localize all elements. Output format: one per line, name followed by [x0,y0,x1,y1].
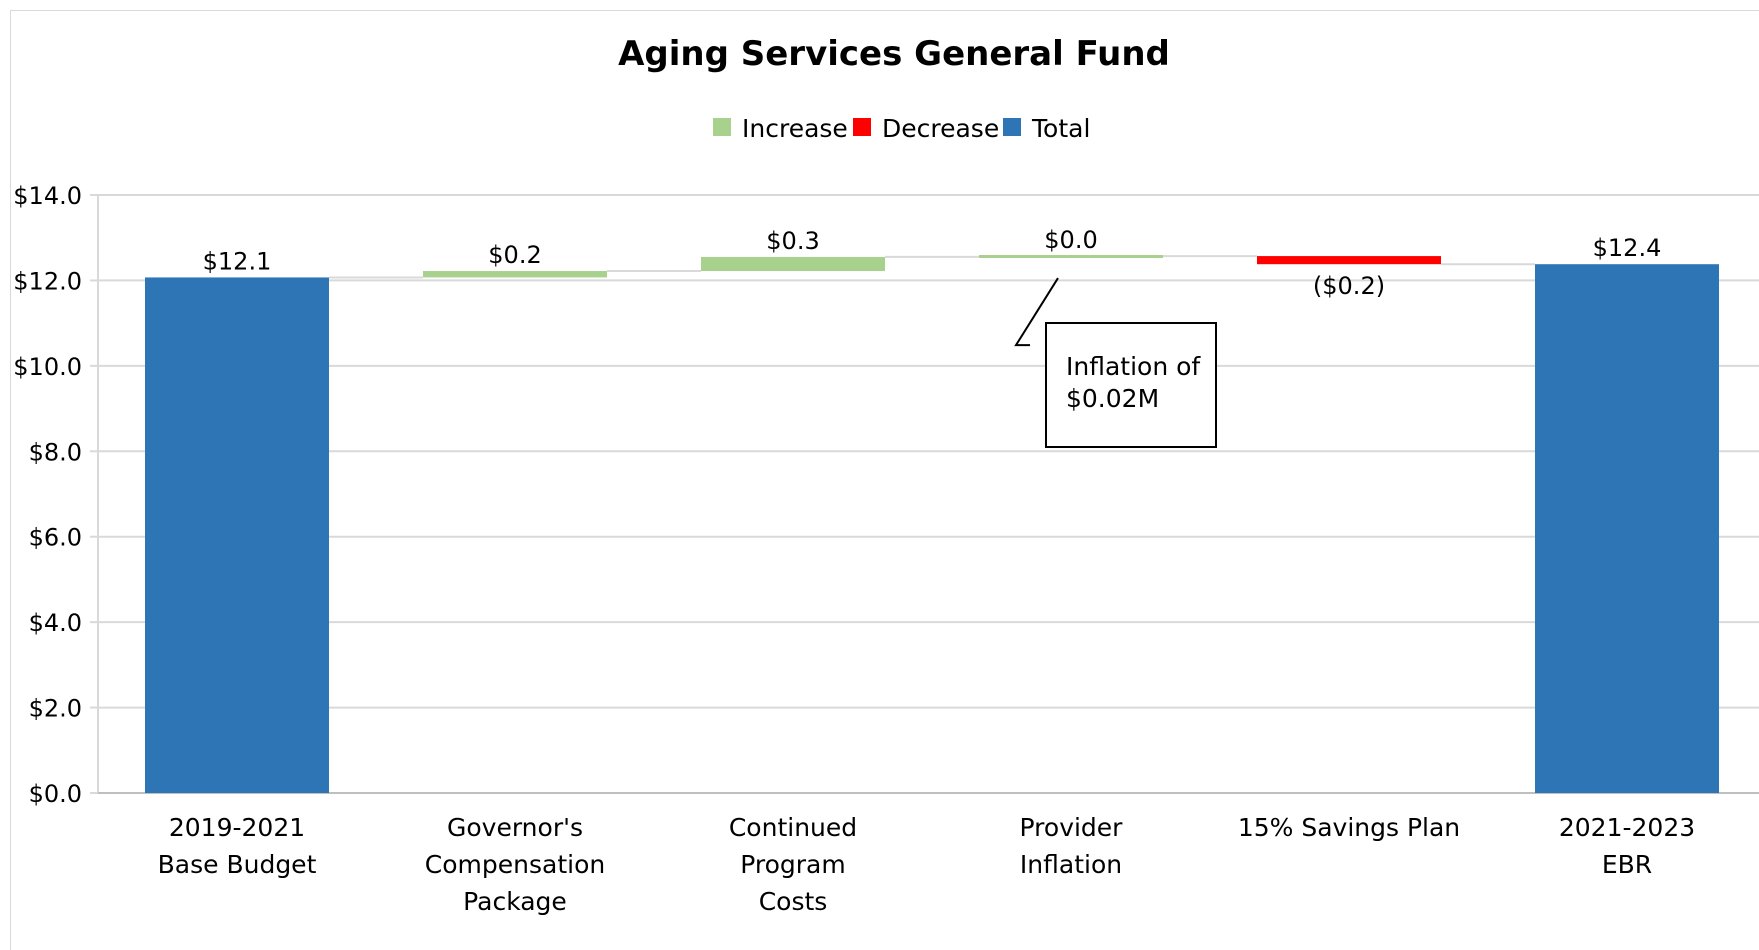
callout-text: Inflation of $0.02M [1066,352,1201,413]
legend-label-increase: Increase [742,114,848,143]
bar-increase [701,256,885,272]
legend-label-total: Total [1031,114,1090,143]
legend: Increase Decrease Total [713,114,1090,143]
category-label: Continued Program Costs [729,813,857,916]
category-label: Provider Inflation [1020,813,1124,879]
bar-decrease [1257,256,1441,265]
chart-title: Aging Services General Fund [618,34,1170,74]
callout-box [1045,322,1217,448]
data-label: $0.3 [766,227,819,255]
bars [145,255,1719,793]
data-labels: $12.1 $0.2 $0.3 $0.0 ($0.2) $12.4 [203,226,1662,300]
legend-label-decrease: Decrease [882,114,999,143]
y-tick-label: $10.0 [13,353,82,381]
y-axis: $0.0 $2.0 $4.0 $6.0 $8.0 $10.0 $12.0 $14.0 [13,182,1759,808]
y-tick-label: $2.0 [29,695,82,723]
bar-total [1535,264,1719,793]
data-label: ($0.2) [1313,272,1385,300]
category-label: Governor's Compensation Package [425,813,605,916]
legend-swatch-increase [713,118,731,136]
legend-swatch-total [1003,118,1021,136]
x-axis: 2019-2021 Base Budget Governor's Compensati… [158,813,1696,916]
data-label: $12.4 [1593,234,1662,262]
chart-frame [10,10,1759,950]
callout-leader-line [1014,277,1059,347]
bar-increase [979,255,1163,259]
callout: Inflation of $0.02M [1014,277,1217,448]
y-tick-label: $4.0 [29,609,82,637]
connectors [329,255,1535,279]
category-label: 15% Savings Plan [1238,813,1460,842]
bar-increase [423,271,607,278]
y-tick-label: $14.0 [13,182,82,210]
data-label: $12.1 [203,247,272,275]
data-label: $0.2 [488,241,541,269]
bar-total [145,277,329,793]
y-tick-label: $6.0 [29,524,82,552]
legend-swatch-decrease [853,118,871,136]
gridlines [98,194,1759,794]
data-label: $0.0 [1044,226,1097,254]
category-label: 2021-2023 EBR [1559,813,1695,879]
y-tick-label: $8.0 [29,438,82,466]
y-tick-label: $0.0 [29,780,82,808]
category-label: 2019-2021 Base Budget [158,813,317,879]
y-tick-label: $12.0 [13,267,82,295]
